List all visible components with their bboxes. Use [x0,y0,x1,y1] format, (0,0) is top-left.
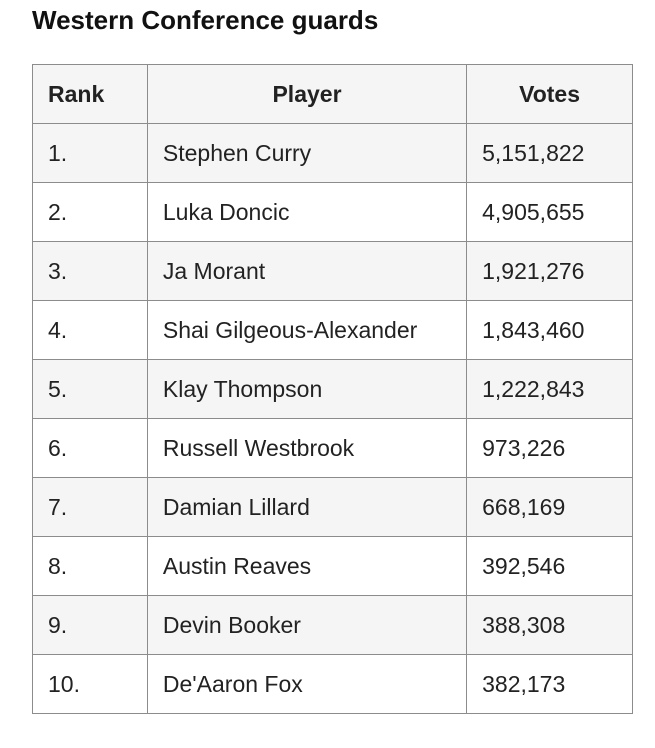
rank-cell: 2. [32,182,148,242]
player-cell: Russell Westbrook [146,418,468,478]
table-row: 3. Ja Morant 1,921,276 [32,241,633,301]
header-votes: Votes [466,64,633,124]
rank-cell: 8. [32,536,148,596]
table-row: 9. Devin Booker 388,308 [32,595,633,655]
player-cell: Shai Gilgeous-Alexander [146,300,468,360]
rank-cell: 6. [32,418,148,478]
player-cell: Stephen Curry [146,123,468,183]
table-row: 1. Stephen Curry 5,151,822 [32,123,633,183]
table-row: 4. Shai Gilgeous-Alexander 1,843,460 [32,300,633,360]
player-cell: De'Aaron Fox [146,654,468,714]
votes-cell: 382,173 [466,654,633,714]
votes-cell: 1,843,460 [466,300,633,360]
page-title: Western Conference guards [32,5,379,35]
rank-cell: 3. [32,241,148,301]
rank-cell: 7. [32,477,148,537]
table-row: 8. Austin Reaves 392,546 [32,536,633,596]
rank-cell: 9. [32,595,148,655]
player-cell: Damian Lillard [146,477,468,537]
table-row: 7. Damian Lillard 668,169 [32,477,633,537]
player-cell: Devin Booker [146,595,468,655]
player-cell: Ja Morant [146,241,468,301]
player-cell: Klay Thompson [146,359,468,419]
rank-cell: 4. [32,300,148,360]
votes-cell: 5,151,822 [466,123,633,183]
table-header-row: Rank Player Votes [32,64,633,124]
player-cell: Luka Doncic [146,182,468,242]
rank-cell: 10. [32,654,148,714]
votes-cell: 4,905,655 [466,182,633,242]
votes-cell: 388,308 [466,595,633,655]
header-player: Player [146,64,468,124]
votes-cell: 1,222,843 [466,359,633,419]
votes-table: Rank Player Votes 1. Stephen Curry 5,151… [32,64,633,714]
votes-cell: 392,546 [466,536,633,596]
votes-cell: 1,921,276 [466,241,633,301]
votes-cell: 973,226 [466,418,633,478]
votes-cell: 668,169 [466,477,633,537]
header-rank: Rank [32,64,148,124]
table-row: 6. Russell Westbrook 973,226 [32,418,633,478]
table-row: 10. De'Aaron Fox 382,173 [32,654,633,714]
player-cell: Austin Reaves [146,536,468,596]
rank-cell: 1. [32,123,148,183]
table-row: 5. Klay Thompson 1,222,843 [32,359,633,419]
rank-cell: 5. [32,359,148,419]
table-row: 2. Luka Doncic 4,905,655 [32,182,633,242]
